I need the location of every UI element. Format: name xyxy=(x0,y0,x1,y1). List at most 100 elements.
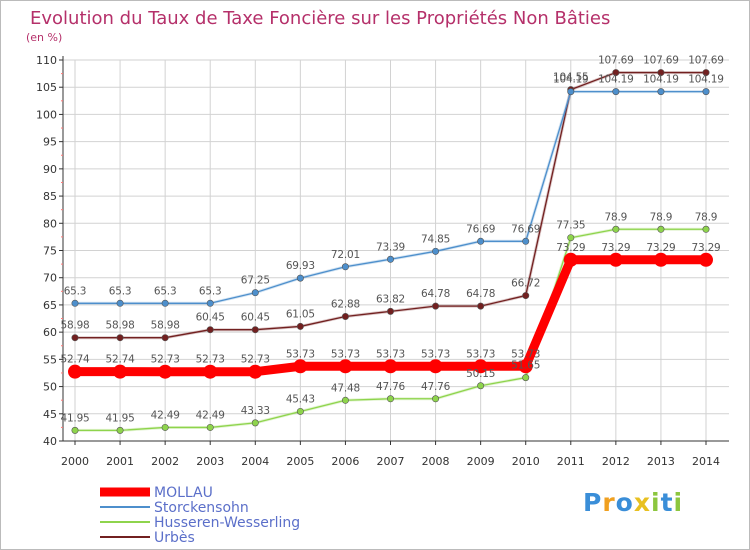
data-point xyxy=(251,326,259,334)
data-point xyxy=(386,307,394,315)
y-tick-label: 75 xyxy=(43,245,57,258)
data-point xyxy=(383,359,398,374)
data-label: 47.76 xyxy=(376,381,406,393)
data-label: 73.39 xyxy=(376,241,405,253)
data-label: 73.29 xyxy=(601,242,630,254)
data-point xyxy=(477,302,485,310)
data-label: 60.45 xyxy=(241,312,270,324)
data-label: 65.3 xyxy=(64,285,87,297)
data-label: 104.19 xyxy=(688,74,724,86)
data-labels: 58.98 58.98 58.98 60.45 60.45 61.05 62.88 63.82… xyxy=(60,55,724,425)
data-label: 53.73 xyxy=(331,348,360,360)
data-label: 58.98 xyxy=(151,320,180,332)
data-point xyxy=(432,247,440,255)
data-label: 52.74 xyxy=(106,354,136,366)
data-label: 65.3 xyxy=(154,285,177,297)
data-label: 73.29 xyxy=(691,242,720,254)
data-label: 76.69 xyxy=(466,223,495,235)
x-tick-label: 2013 xyxy=(647,455,675,468)
data-point xyxy=(657,69,665,77)
data-point xyxy=(522,237,530,245)
data-point xyxy=(518,359,533,374)
y-tick-label: 85 xyxy=(43,190,57,203)
data-label: 73.29 xyxy=(646,242,675,254)
logo-letter: r xyxy=(602,488,616,517)
data-label: 42.49 xyxy=(196,409,225,421)
series-layer xyxy=(68,69,713,434)
data-point xyxy=(116,334,124,342)
data-point xyxy=(386,395,394,403)
data-point xyxy=(158,364,173,379)
data-label: 60.45 xyxy=(196,312,225,324)
data-label: 104.55 xyxy=(553,72,589,84)
data-point xyxy=(432,302,440,310)
data-label: 41.95 xyxy=(60,412,89,424)
series-storckensohn xyxy=(71,88,710,307)
data-label: 107.69 xyxy=(598,55,634,67)
y-axis-label: (en %) xyxy=(26,31,62,44)
data-label: 52.74 xyxy=(60,354,90,366)
data-label: 65.3 xyxy=(199,285,222,297)
x-tick-label: 2003 xyxy=(196,455,224,468)
data-label: 65.3 xyxy=(109,285,132,297)
logo-letter: i xyxy=(651,488,661,517)
logo-letter: t xyxy=(660,488,674,517)
data-point xyxy=(477,382,485,390)
proxiti-logo: Proxiti xyxy=(583,488,683,517)
data-label: 61.05 xyxy=(286,308,315,320)
data-point xyxy=(653,252,668,267)
data-label: 107.69 xyxy=(643,55,679,67)
legend: MOLLAUStorckensohnHusseren-WesserlingUrb… xyxy=(100,485,300,546)
data-point xyxy=(522,292,530,300)
legend-label: Storckensohn xyxy=(154,500,249,516)
data-point xyxy=(71,426,79,434)
x-tick-label: 2008 xyxy=(422,455,450,468)
data-label: 77.35 xyxy=(556,220,585,232)
x-tick-label: 2014 xyxy=(692,455,720,468)
data-point xyxy=(116,299,124,307)
x-tick-label: 2006 xyxy=(331,455,359,468)
data-label: 52.73 xyxy=(151,354,180,366)
x-tick-label: 2005 xyxy=(286,455,314,468)
data-point xyxy=(386,255,394,263)
y-tick-label: 65 xyxy=(43,299,57,312)
series-urb-s xyxy=(71,69,710,342)
data-point xyxy=(522,374,530,382)
legend-label: MOLLAU xyxy=(154,485,213,501)
data-point xyxy=(612,225,620,233)
data-point xyxy=(567,234,575,242)
data-point xyxy=(612,69,620,77)
data-label: 53.73 xyxy=(421,348,450,360)
data-label: 104.19 xyxy=(553,74,589,86)
data-point xyxy=(702,69,710,77)
data-label: 47.48 xyxy=(331,382,360,394)
data-point xyxy=(563,252,578,267)
data-point xyxy=(293,359,308,374)
x-tick-label: 2000 xyxy=(61,455,89,468)
data-label: 53.73 xyxy=(511,348,540,360)
data-point xyxy=(699,252,713,267)
data-label: 45.43 xyxy=(286,393,315,405)
data-point xyxy=(248,364,263,379)
data-label: 53.73 xyxy=(286,348,315,360)
data-point xyxy=(161,423,169,431)
x-tick-label: 2010 xyxy=(512,455,540,468)
data-point xyxy=(161,299,169,307)
data-label: 52.73 xyxy=(196,354,225,366)
x-tick-label: 2007 xyxy=(377,455,405,468)
data-label: 107.69 xyxy=(688,55,724,67)
legend-label: Urbès xyxy=(154,530,195,546)
y-tick-label: 95 xyxy=(43,136,57,149)
data-label: 69.93 xyxy=(286,260,315,272)
data-label: 52.73 xyxy=(241,354,270,366)
data-label: 58.98 xyxy=(60,320,89,332)
data-point xyxy=(341,396,349,404)
series-mollau xyxy=(68,252,713,379)
data-point xyxy=(657,225,665,233)
data-point xyxy=(206,299,214,307)
data-label: 53.73 xyxy=(466,348,495,360)
x-tick-label: 2004 xyxy=(241,455,269,468)
data-point xyxy=(702,88,710,96)
data-label: 62.88 xyxy=(331,298,360,310)
